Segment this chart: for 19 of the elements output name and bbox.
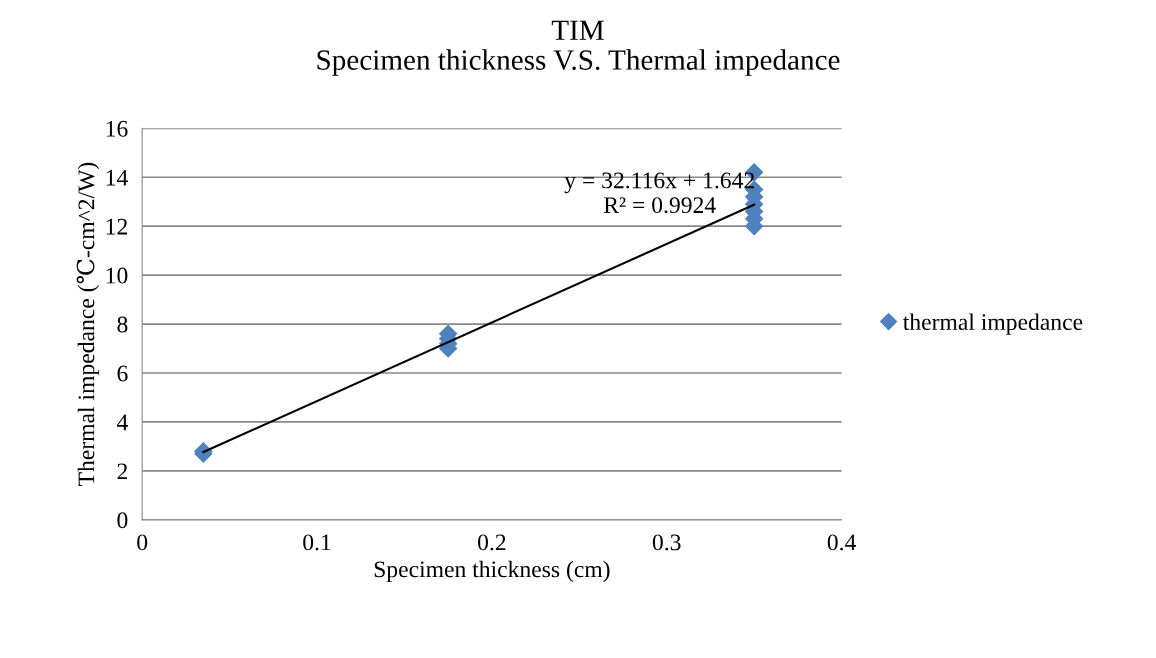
y-tick-label: 12 [106, 218, 127, 235]
y-tick-label: 14 [106, 169, 128, 186]
chart-title: TIM [551, 20, 604, 40]
y-tick-label: 2 [117, 463, 127, 480]
x-tick-label: 0.2 [478, 534, 506, 551]
x-tick-label: 0 [137, 534, 148, 551]
y-tick-label: 4 [116, 414, 128, 431]
x-tick-label: 0.3 [652, 534, 681, 551]
legend-label: thermal impedance [903, 313, 1083, 335]
y-tick-label: 6 [117, 365, 128, 382]
y-tick-label: 0 [117, 512, 128, 529]
y-axis-title: Thermal impedance (℃-cm^2/W) [76, 162, 100, 486]
x-tick-label: 0.4 [827, 534, 856, 551]
y-tick-label: 10 [106, 267, 128, 284]
y-tick-label: 16 [106, 120, 128, 137]
x-axis-title: Specimen thickness (cm) [374, 560, 610, 583]
y-tick-label: 8 [117, 316, 128, 333]
x-tick-label: 0.1 [303, 534, 331, 551]
chart-subtitle: Specimen thickness V.S. Thermal impedance [317, 49, 840, 76]
